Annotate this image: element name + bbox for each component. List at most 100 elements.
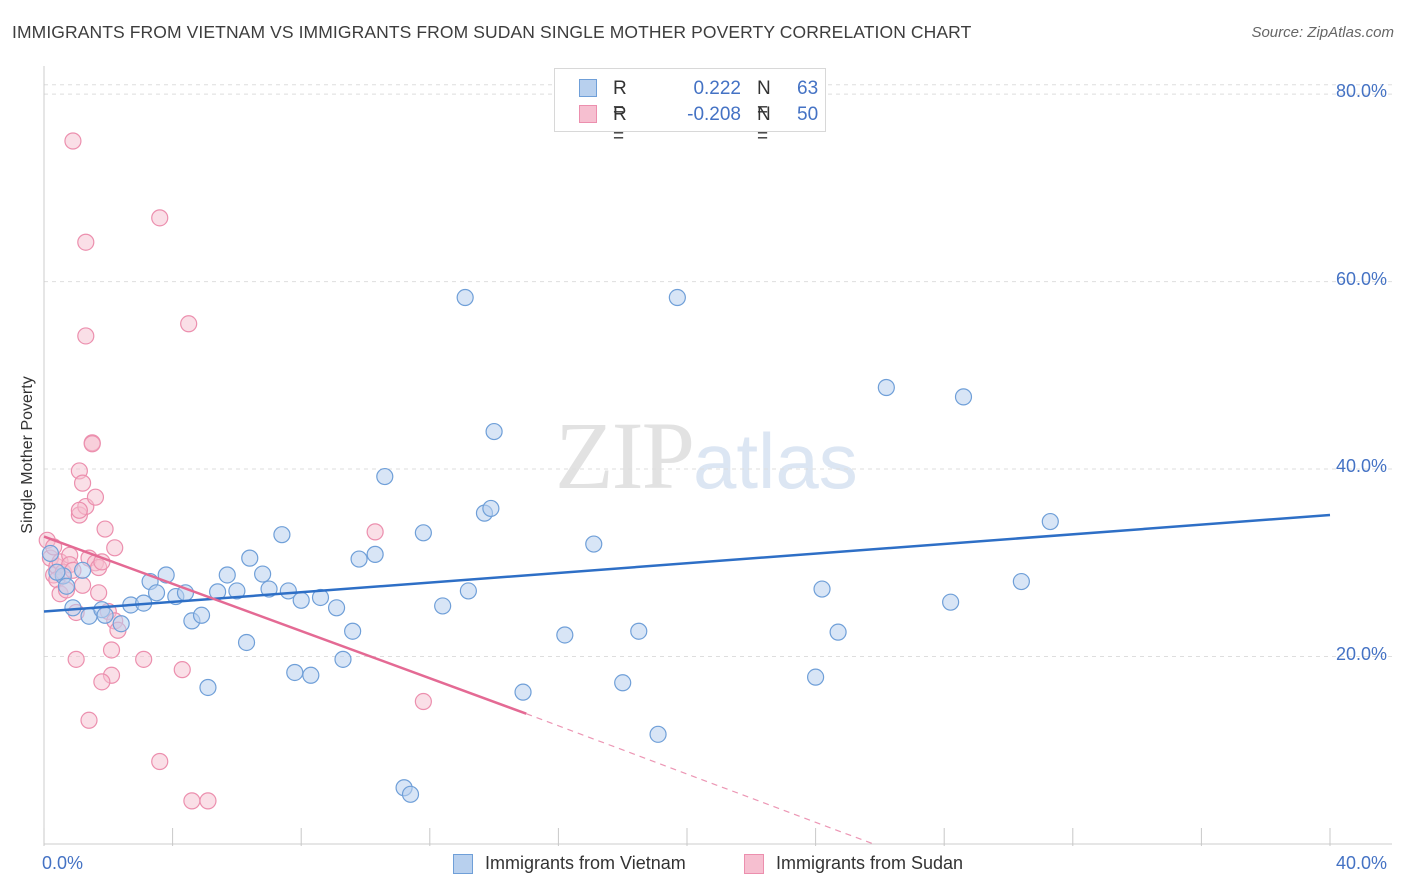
trend-lines	[43, 513, 1331, 845]
vietnam-point	[327, 599, 346, 617]
vietnam-point	[456, 288, 474, 307]
vietnam-point	[237, 633, 256, 652]
vietnam-point	[350, 550, 368, 568]
sudan-trend-extension	[526, 713, 874, 845]
sudan-point	[106, 539, 124, 557]
sudan-point	[86, 488, 105, 506]
sudan-point	[70, 501, 88, 519]
vietnam-point	[514, 683, 532, 701]
legend-r-value: -0.208	[687, 104, 741, 125]
vietnam-point	[96, 606, 114, 624]
x-tick-label-right: 40.0%	[1336, 853, 1388, 873]
vietnam-point	[260, 580, 278, 598]
vietnam-point	[942, 593, 960, 611]
vietnam-point	[279, 582, 297, 600]
vietnam-point	[434, 597, 452, 615]
vietnam-point	[649, 725, 667, 743]
legend-r-label: R =	[613, 104, 627, 147]
watermark-atlas: atlas	[693, 417, 858, 505]
legend-n-label: N =	[757, 104, 771, 147]
series-swatch-sudan	[744, 854, 764, 874]
vietnam-point	[585, 535, 603, 553]
vietnam-point	[273, 526, 291, 544]
sudan-point	[366, 523, 384, 541]
vietnam-point	[311, 588, 330, 607]
sudan-point	[64, 132, 82, 150]
sudan-point	[93, 673, 111, 691]
legend-n-value: 50	[797, 104, 819, 125]
vietnam-point	[192, 606, 211, 624]
legend-r-label: R =	[613, 78, 627, 121]
source-note: Source: ZipAtlas.com	[1251, 24, 1394, 41]
vietnam-point	[1012, 572, 1030, 591]
sudan-point	[90, 584, 108, 602]
vietnam-point	[41, 544, 60, 563]
sudan-points	[38, 132, 432, 810]
vietnam-points	[41, 288, 1059, 803]
vietnam-point	[57, 577, 76, 595]
correlation-legend: R = 0.222 N = 63 R = -0.208 N = 50	[554, 68, 826, 147]
vietnam-point	[199, 678, 217, 697]
vietnam-point	[147, 584, 166, 602]
legend-swatch-vietnam	[579, 79, 597, 97]
vietnam-point	[954, 388, 973, 406]
y-axis-title: Single Mother Poverty	[19, 376, 36, 534]
vietnam-point	[292, 591, 310, 609]
sudan-point	[151, 752, 169, 771]
vietnam-point	[344, 622, 362, 640]
sudan-point	[414, 692, 432, 711]
sudan-point	[183, 792, 201, 810]
vietnam-point	[241, 549, 259, 567]
legend-n-label: N =	[757, 78, 771, 121]
y-tick-label-80: 80.0%	[1336, 81, 1388, 102]
series-legend: Immigrants from Vietnam Immigrants from …	[0, 852, 1406, 878]
legend-swatch-sudan	[579, 105, 597, 123]
vietnam-point	[401, 785, 420, 803]
sudan-point	[151, 209, 169, 227]
vietnam-point	[813, 580, 831, 598]
sudan-point	[83, 435, 101, 453]
watermark: ZIPatlas	[555, 400, 858, 511]
sudan-point	[67, 650, 85, 668]
sudan-point	[80, 711, 98, 729]
sudan-point	[77, 233, 95, 251]
sudan-point	[135, 650, 153, 668]
sudan-point	[173, 661, 191, 679]
vietnam-point	[376, 467, 394, 486]
sudan-point	[96, 520, 114, 538]
vietnam-point	[806, 668, 825, 686]
watermark-zip: ZIP	[555, 402, 695, 509]
vietnam-point	[668, 288, 686, 307]
sudan-point	[73, 576, 92, 594]
y-tick-label-20: 20.0%	[1336, 643, 1388, 664]
sudan-point	[180, 315, 198, 333]
vietnam-point	[482, 499, 500, 518]
vietnam-point	[630, 622, 648, 640]
vietnam-point	[366, 545, 384, 563]
vietnam-point	[614, 674, 632, 692]
series-label-vietnam: Immigrants from Vietnam	[485, 853, 686, 873]
legend-n-value: 63	[797, 78, 819, 99]
vietnam-point	[228, 582, 246, 600]
sudan-point	[73, 474, 92, 492]
sudan-point	[77, 327, 95, 345]
sudan-point	[199, 792, 217, 810]
vietnam-trend-line	[43, 513, 1331, 613]
vietnam-point	[73, 561, 92, 579]
vietnam-point	[459, 582, 477, 600]
vietnam-point	[302, 666, 320, 684]
vietnam-point	[556, 626, 574, 644]
vietnam-point	[286, 663, 304, 682]
vietnam-point	[414, 524, 432, 542]
x-tick-label-left: 0.0%	[42, 853, 84, 873]
vietnam-point	[48, 563, 66, 581]
vietnam-point	[1041, 512, 1059, 531]
chart-title: IMMIGRANTS FROM VIETNAM VS IMMIGRANTS FR…	[12, 22, 972, 42]
axes	[43, 66, 1392, 846]
vietnam-point	[334, 650, 352, 668]
legend-r-value: 0.222	[693, 78, 741, 99]
vietnam-point	[829, 623, 847, 641]
series-swatch-vietnam	[453, 854, 473, 874]
vietnam-point	[485, 422, 503, 441]
